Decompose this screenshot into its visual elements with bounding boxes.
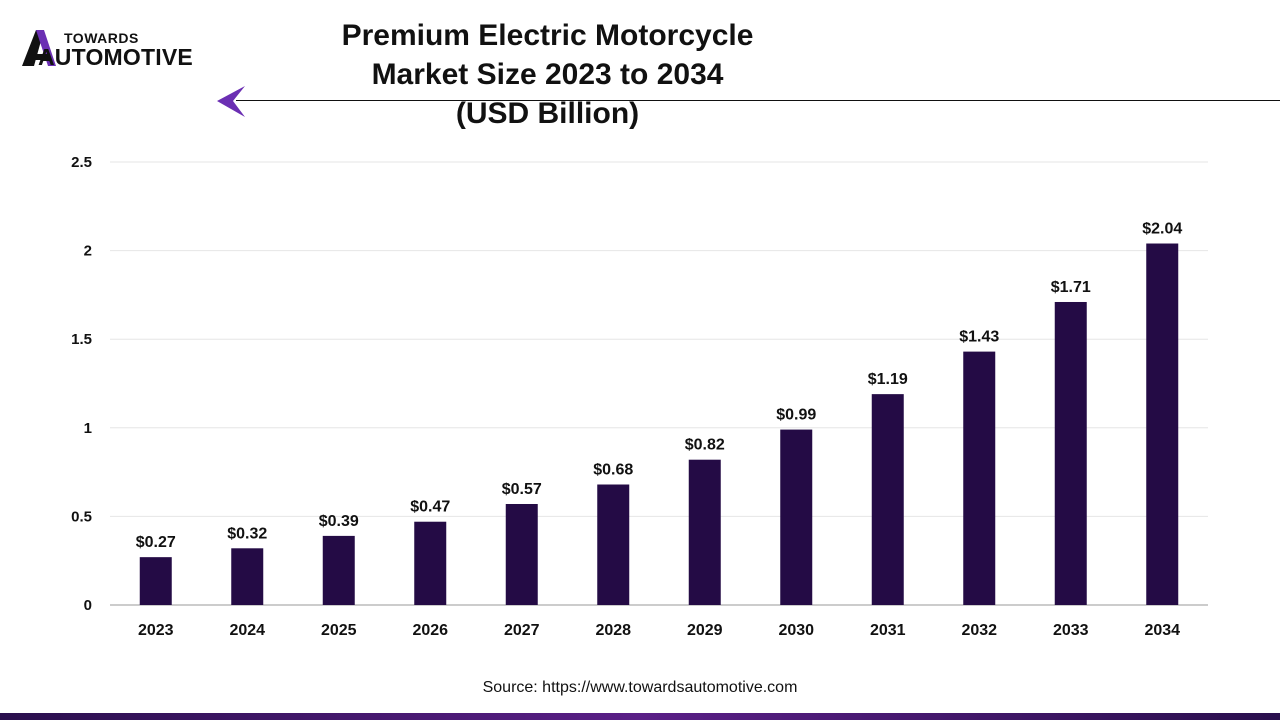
data-label: $0.32 [227, 525, 267, 542]
bar [871, 394, 904, 605]
bar-chart: 0 0.5 1 1.5 2 2.5 $0.27 2023 $0.32 2024 $0.39 2025 $… [71, 154, 1208, 639]
y-tick-label: 1 [84, 420, 92, 437]
data-label: $0.47 [410, 499, 450, 516]
bar [1146, 243, 1179, 605]
data-label: $1.71 [1051, 279, 1091, 296]
data-label: $0.27 [136, 534, 176, 551]
brand-name-bottom: AUTOMOTIVE [38, 44, 193, 70]
x-tick-label: 2031 [870, 622, 906, 639]
x-tick-label: 2028 [595, 622, 631, 639]
bar [780, 429, 813, 605]
bar [963, 351, 996, 605]
data-label: $0.57 [502, 481, 542, 498]
data-label: $1.43 [959, 329, 999, 346]
bar [688, 459, 721, 605]
x-tick-label: 2027 [504, 622, 540, 639]
x-tick-label: 2033 [1053, 622, 1089, 639]
chart-subtitle: (USD Billion) [455, 97, 640, 130]
bar [505, 503, 538, 605]
brand-name-top: TOWARDS [64, 30, 139, 46]
data-label: $1.19 [868, 371, 908, 388]
data-label: $0.82 [685, 437, 725, 454]
source-note: Source: https://www.towardsautomotive.co… [482, 679, 798, 696]
y-tick-label: 0 [84, 597, 92, 614]
data-label: $0.68 [593, 462, 633, 479]
x-tick-label: 2025 [321, 622, 357, 639]
x-tick-label: 2029 [687, 622, 723, 639]
data-label: $2.04 [1142, 221, 1182, 238]
data-label: $0.39 [319, 513, 359, 530]
y-tick-label: 2.5 [71, 154, 92, 171]
footer-bar [0, 713, 1280, 720]
chart-title: Premium Electric Motorcycle Market Size … [341, 19, 754, 91]
bar [322, 535, 355, 605]
bar [139, 557, 172, 605]
data-label: $0.99 [776, 407, 816, 424]
y-tick-label: 0.5 [71, 508, 92, 525]
chart-title-block: Premium Electric Motorcycle Market Size … [300, 16, 795, 133]
x-tick-label: 2026 [412, 622, 448, 639]
bar [231, 548, 264, 605]
bar [1054, 301, 1087, 605]
y-tick-label: 2 [84, 243, 92, 260]
x-tick-label: 2023 [138, 622, 174, 639]
y-tick-label: 1.5 [71, 331, 92, 348]
x-tick-label: 2032 [961, 622, 997, 639]
arrow-left-icon [217, 86, 245, 117]
bar [414, 521, 447, 605]
logo-mark-icon [22, 30, 56, 66]
x-tick-label: 2030 [778, 622, 814, 639]
x-tick-label: 2024 [229, 622, 265, 639]
bar [597, 484, 630, 605]
x-tick-label: 2034 [1144, 622, 1180, 639]
title-divider [236, 100, 1280, 101]
brand-logo: TOWARDS AUTOMOTIVE [20, 28, 235, 72]
